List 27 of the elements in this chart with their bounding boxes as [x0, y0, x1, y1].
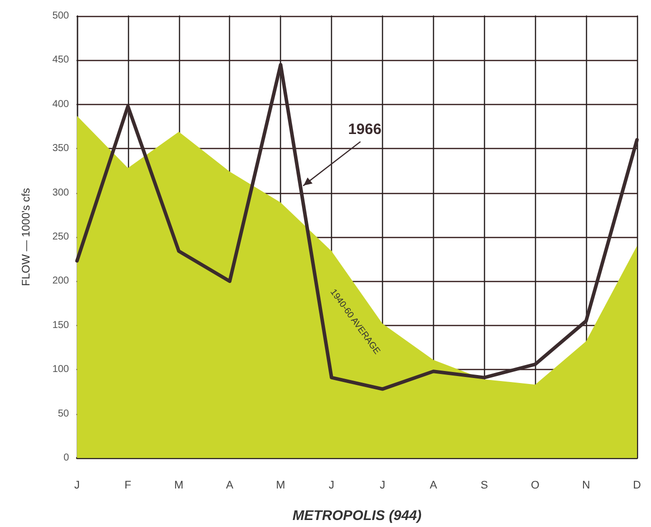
y-tick-label: 200	[52, 276, 70, 287]
y-axis-title: FLOW — 1000's cfs	[20, 187, 32, 286]
x-tick-label: M	[276, 480, 286, 492]
y-tick-label: 350	[52, 143, 70, 154]
x-tick-label: N	[582, 480, 590, 492]
x-tick-label: A	[226, 480, 234, 492]
y-tick-label: 450	[52, 54, 70, 66]
x-tick-label: A	[430, 480, 438, 492]
x-tick-label: M	[174, 480, 184, 492]
x-axis-title: METROPOLIS (944)	[292, 507, 422, 523]
y-tick-label: 50	[58, 408, 70, 420]
line-series	[75, 62, 639, 391]
x-tick-label: S	[480, 480, 488, 492]
x-tick-label: D	[633, 480, 642, 492]
y-tick-label: 250	[52, 232, 70, 242]
y-tick-label: 0	[63, 452, 70, 464]
y-tick-label: 400	[52, 98, 70, 110]
x-tick-label: O	[530, 480, 540, 492]
y-tick-label: 300	[52, 187, 70, 198]
text: 1966	[348, 120, 382, 138]
y-tick-label: 150	[52, 320, 70, 331]
y-tick-label: 500	[52, 10, 70, 22]
x-tick-label: J	[74, 480, 80, 492]
y-tick-label: 100	[52, 364, 70, 376]
x-tick-label: J	[380, 480, 386, 492]
x-tick-label: F	[124, 480, 132, 492]
x-tick-label: J	[328, 480, 334, 492]
